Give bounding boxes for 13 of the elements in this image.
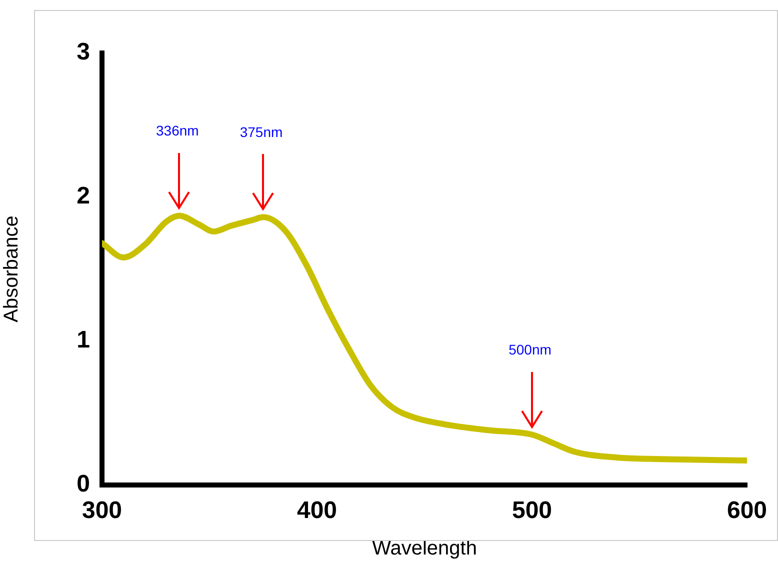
y-tick-label: 3 <box>76 38 90 66</box>
x-axis-title: Wavelength <box>372 538 477 560</box>
x-tick-label: 600 <box>726 497 768 524</box>
y-tick-label: 0 <box>76 470 90 498</box>
x-tick-label: 500 <box>512 497 552 524</box>
x-tick-label: 300 <box>82 497 122 524</box>
x-tick-label: 400 <box>296 497 338 524</box>
y-tick-label: 1 <box>76 326 90 354</box>
annotation: 500nm <box>508 341 552 358</box>
annotation: 375nm <box>240 124 283 140</box>
annotation: 336nm <box>156 122 199 139</box>
y-tick-label: 2 <box>76 182 90 210</box>
y-axis-title: Absorbance <box>0 216 23 322</box>
